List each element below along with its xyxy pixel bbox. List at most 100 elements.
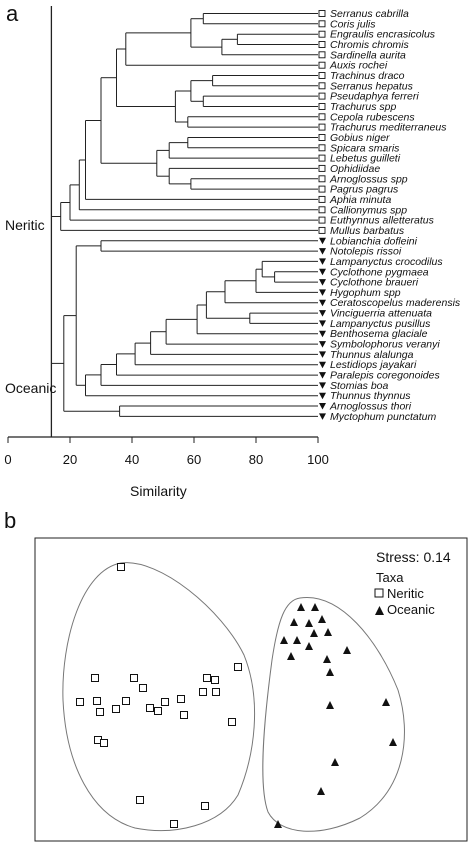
neritic-marker [318, 10, 326, 17]
legend-neritic-marker [374, 588, 384, 598]
neritic-marker [318, 206, 326, 214]
oceanic-marker [319, 268, 326, 276]
taxon-label: Trachinus draco [330, 70, 405, 82]
oceanic-point [317, 787, 325, 795]
taxon-label: Pseudaphya ferreri [330, 91, 419, 103]
taxon-label: Lestidiops jayakari [330, 359, 417, 371]
taxon-label: Cyclothone braueri [330, 277, 419, 289]
oceanic-marker [319, 372, 326, 379]
taxon-label: Thunnus alalunga [330, 349, 414, 361]
taxon-label: Lampanyctus crocodilus [330, 256, 443, 268]
taxon-label: Engraulis encrasicolus [330, 29, 436, 41]
taxon-label: Arnoglossus spp [329, 173, 408, 185]
oceanic-marker [319, 248, 326, 255]
neritic-marker [318, 216, 326, 224]
taxon-label: Paralepis coregonoides [330, 370, 440, 382]
taxon-label: Cyclothone pygmaea [330, 266, 429, 278]
neritic-marker [318, 103, 326, 110]
neritic-marker [318, 20, 326, 28]
taxon-label: Gobius niger [330, 132, 390, 144]
neritic-point [180, 711, 188, 719]
neritic-point [199, 688, 207, 696]
neritic-point [146, 704, 154, 712]
taxon-label: Myctophum punctatum [330, 411, 436, 423]
neritic-marker [318, 195, 326, 203]
neritic-marker [318, 41, 326, 48]
oceanic-points [274, 603, 397, 828]
oceanic-point [293, 636, 301, 644]
oceanic-marker [319, 392, 326, 400]
oceanic-point [310, 629, 318, 637]
oceanic-marker [319, 361, 326, 369]
legend-neritic-label: Neritic [387, 586, 424, 601]
neritic-point [122, 697, 130, 705]
oceanic-marker [319, 258, 326, 265]
neritic-point [96, 708, 104, 716]
dendrogram [50, 6, 318, 437]
oceanic-marker [319, 382, 326, 389]
axis-tick-label: 80 [249, 452, 263, 467]
panel-label-b: b [4, 508, 16, 533]
oceanic-point [290, 618, 298, 626]
neritic-point [76, 698, 84, 706]
taxon-label: Coris julis [330, 18, 376, 30]
oceanic-point [326, 668, 334, 676]
taxon-label: Hygophum spp [330, 287, 401, 299]
oceanic-point [297, 603, 305, 611]
oceanic-point [311, 603, 319, 611]
neritic-marker [318, 185, 326, 193]
neritic-marker [318, 175, 326, 183]
similarity-axis: 0 20 40 60 80 100 [4, 436, 329, 467]
taxon-label: Lebetus guilleti [330, 153, 401, 165]
taxon-label: Serranus cabrilla [330, 8, 409, 20]
oceanic-point [318, 615, 326, 623]
oceanic-point [280, 636, 288, 644]
neritic-point [117, 563, 125, 571]
axis-title: Similarity [130, 483, 187, 499]
axis-tick-label: 20 [63, 452, 77, 467]
taxon-label: Notolepis rissoi [330, 246, 402, 258]
oceanic-point [382, 698, 390, 706]
neritic-point [201, 802, 209, 810]
neritic-marker [318, 226, 326, 234]
taxon-label: Ceratoscopelus maderensis [330, 297, 461, 309]
neritic-point [203, 674, 211, 682]
neritic-point [212, 688, 220, 696]
taxon-label: Ophidiidae [330, 163, 380, 175]
neritic-point [170, 820, 178, 828]
neritic-marker [318, 164, 326, 172]
neritic-points [76, 563, 242, 828]
oceanic-point [305, 642, 313, 650]
neritic-marker [318, 123, 326, 131]
oceanic-point [343, 646, 351, 654]
neritic-point [154, 707, 162, 715]
oceanic-marker [319, 279, 326, 286]
neritic-marker [318, 154, 326, 162]
neritic-point [91, 674, 99, 682]
taxon-label: Arnoglossus thori [329, 401, 412, 413]
oceanic-point [331, 758, 339, 766]
neritic-marker [318, 82, 326, 90]
taxon-label: Trachurus mediterraneus [330, 122, 447, 134]
taxon-label: Sardinella aurita [330, 49, 406, 61]
legend: Taxa Neritic Oceanic [374, 570, 435, 617]
oceanic-point [389, 738, 397, 746]
group-label-neritic: Neritic [5, 217, 45, 233]
neritic-point [228, 718, 236, 726]
panel-label-a: a [6, 1, 19, 26]
axis-tick-label: 60 [187, 452, 201, 467]
oceanic-marker [319, 310, 326, 317]
neritic-point [161, 698, 169, 706]
stress-label: Stress: 0.14 [376, 549, 451, 565]
neritic-marker [318, 92, 326, 100]
neritic-point [100, 739, 108, 747]
oceanic-marker [319, 403, 326, 410]
neritic-point [177, 695, 185, 703]
taxon-label: Cepola rubescens [330, 111, 415, 123]
legend-oceanic-label: Oceanic [387, 602, 435, 617]
neritic-marker [318, 51, 326, 59]
taxon-label: Lobianchia dofleini [330, 235, 418, 247]
oceanic-marker [319, 351, 326, 358]
taxon-label: Symbolophorus veranyi [330, 339, 440, 351]
